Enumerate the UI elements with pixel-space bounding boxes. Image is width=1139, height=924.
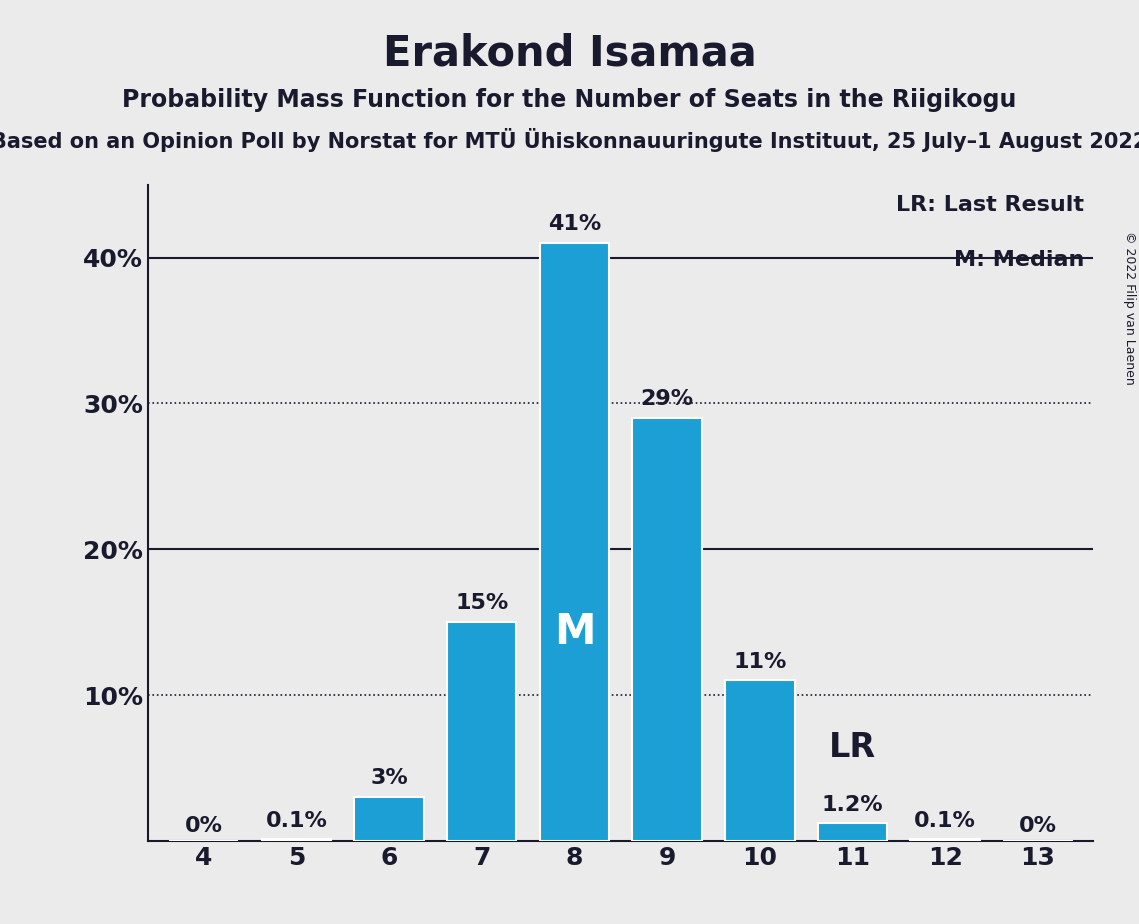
- Text: 1.2%: 1.2%: [821, 795, 883, 815]
- Bar: [446, 622, 516, 841]
- Text: Erakond Isamaa: Erakond Isamaa: [383, 32, 756, 74]
- Text: 29%: 29%: [640, 389, 694, 409]
- Text: 0%: 0%: [1018, 817, 1057, 836]
- Bar: [262, 839, 331, 841]
- Text: 15%: 15%: [456, 593, 508, 614]
- Text: Based on an Opinion Poll by Norstat for MTÜ Ühiskonnauuringute Instituut, 25 Jul: Based on an Opinion Poll by Norstat for …: [0, 128, 1139, 152]
- Text: 41%: 41%: [548, 214, 601, 235]
- Bar: [632, 418, 702, 841]
- Bar: [354, 797, 424, 841]
- Text: 0.1%: 0.1%: [915, 810, 976, 831]
- Text: © 2022 Filip van Laenen: © 2022 Filip van Laenen: [1123, 231, 1137, 384]
- Text: LR: Last Result: LR: Last Result: [896, 195, 1084, 214]
- Text: LR: LR: [829, 731, 876, 763]
- Bar: [726, 680, 795, 841]
- Bar: [540, 243, 609, 841]
- Text: 3%: 3%: [370, 769, 408, 788]
- Text: 11%: 11%: [734, 651, 786, 672]
- Bar: [910, 839, 980, 841]
- Text: Probability Mass Function for the Number of Seats in the Riigikogu: Probability Mass Function for the Number…: [122, 88, 1017, 112]
- Text: M: M: [554, 611, 596, 652]
- Text: M: Median: M: Median: [953, 250, 1084, 271]
- Bar: [818, 823, 887, 841]
- Text: 0%: 0%: [185, 817, 223, 836]
- Text: 0.1%: 0.1%: [265, 810, 327, 831]
